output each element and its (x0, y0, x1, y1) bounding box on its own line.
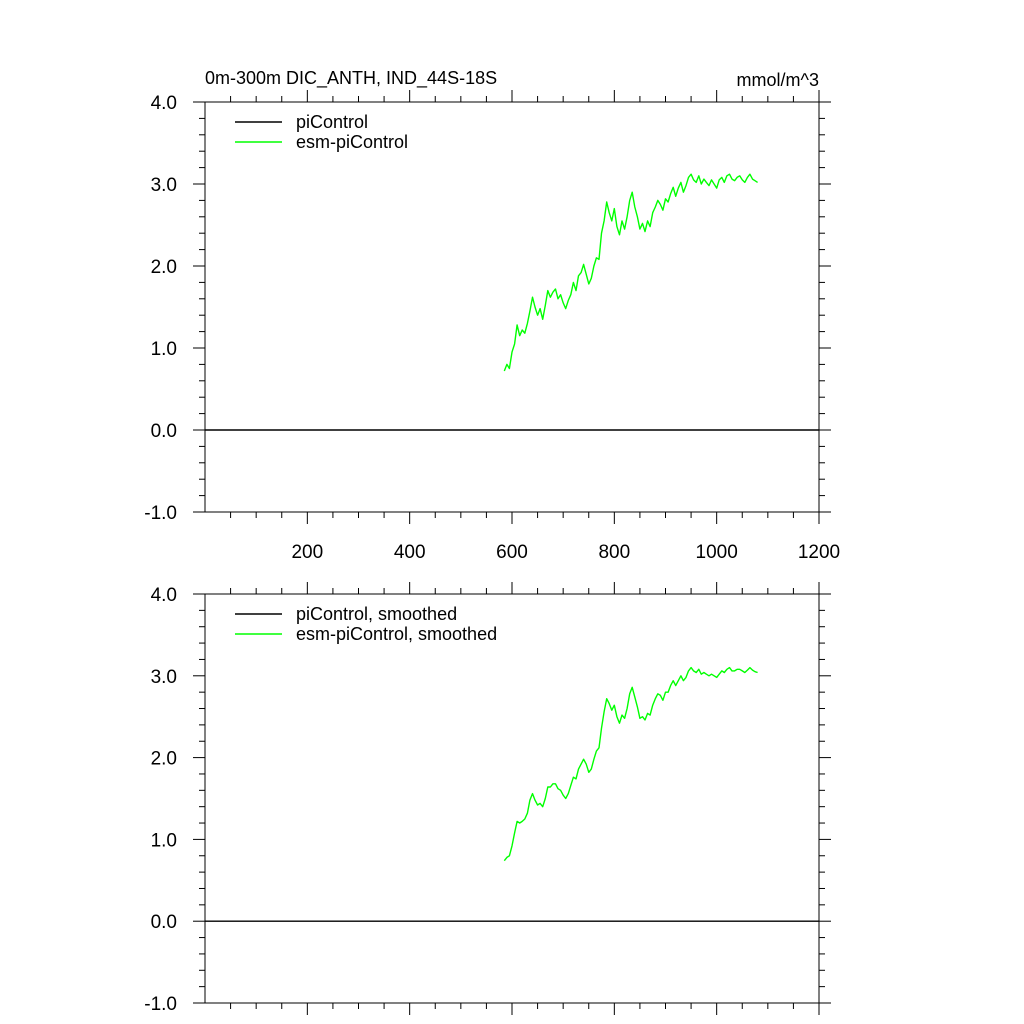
legend-entry: piControl, smoothed (296, 604, 457, 624)
x-tick-label: 600 (496, 542, 528, 563)
chart-title: 0m-300m DIC_ANTH, IND_44S-18S (205, 68, 497, 89)
x-tick-label: 1000 (696, 542, 738, 563)
y-tick-label: 2.0 (151, 257, 177, 278)
units-label: mmol/m^3 (737, 70, 819, 90)
y-tick-label: 4.0 (151, 93, 177, 114)
series-line-esm-picontrol (503, 666, 758, 862)
y-tick-label: 1.0 (151, 830, 177, 851)
x-tick-label: 800 (598, 542, 630, 563)
legend-entry: esm-piControl, smoothed (296, 624, 497, 644)
y-tick-label: 2.0 (151, 749, 177, 770)
lower-panel: -1.0 0.0 1.0 2.0 3.0 4.0 piControl, smoothedes… (144, 582, 831, 1015)
legend-entry: esm-piControl (296, 132, 408, 152)
series-line-esm-picontrol (503, 173, 758, 372)
y-tick-label: 3.0 (151, 175, 177, 196)
plot-frame (204, 101, 820, 513)
y-tick-label: 4.0 (151, 585, 177, 606)
upper-panel: 0m-300m DIC_ANTH, IND_44S-18S mmol/m^3 -… (144, 68, 840, 563)
legend-entry: piControl (296, 112, 368, 132)
x-tick-label: 1200 (798, 542, 840, 563)
y-tick-label: -1.0 (144, 994, 177, 1015)
y-tick-label: 0.0 (151, 421, 177, 442)
y-tick-label: -1.0 (144, 503, 177, 524)
plot-frame (204, 593, 820, 1004)
x-tick-label: 400 (394, 542, 426, 563)
y-tick-label: 3.0 (151, 667, 177, 688)
y-tick-label: 1.0 (151, 339, 177, 360)
y-tick-label: 0.0 (151, 912, 177, 933)
x-tick-label: 200 (291, 542, 323, 563)
